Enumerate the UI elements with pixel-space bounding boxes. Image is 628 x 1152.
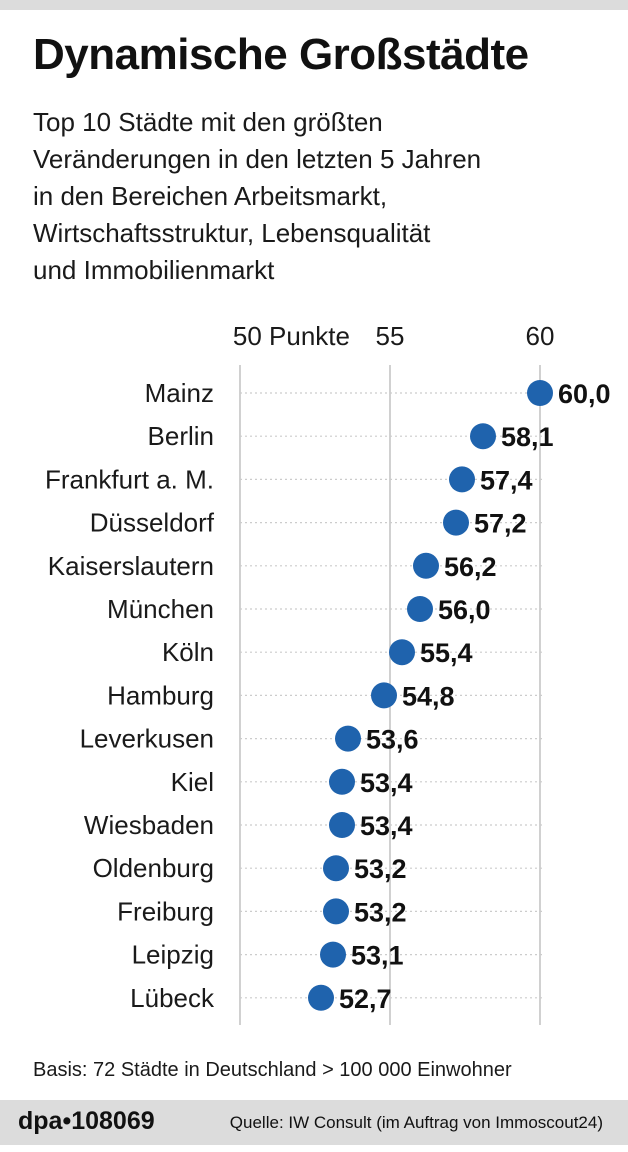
category-label: Frankfurt a. M. bbox=[45, 464, 214, 494]
chart-subtitle: Top 10 Städte mit den größten Veränderun… bbox=[33, 104, 603, 289]
data-label: 53,2 bbox=[354, 854, 407, 884]
category-label: Hamburg bbox=[107, 680, 214, 710]
data-label: 54,8 bbox=[402, 681, 455, 711]
data-point bbox=[527, 380, 553, 406]
subtitle-line-1: Top 10 Städte mit den größten bbox=[33, 107, 383, 137]
data-label: 56,0 bbox=[438, 595, 491, 625]
source-note: Quelle: IW Consult (im Auftrag von Immos… bbox=[229, 1113, 603, 1132]
category-label: Kiel bbox=[171, 767, 214, 797]
data-point bbox=[443, 509, 469, 536]
footer-bar: dpa•108069 Quelle: IW Consult (im Auftra… bbox=[0, 1100, 628, 1145]
subtitle-line-3: in den Bereichen Arbeitsmarkt, bbox=[33, 181, 388, 211]
data-point bbox=[308, 984, 334, 1011]
data-point bbox=[449, 466, 475, 493]
data-label: 53,6 bbox=[366, 725, 419, 755]
data-label: 57,4 bbox=[480, 465, 533, 495]
category-label: Leverkusen bbox=[80, 724, 214, 754]
x-tick-label-55: 55 bbox=[376, 321, 405, 351]
category-label: Köln bbox=[162, 637, 214, 667]
data-label: 57,2 bbox=[474, 509, 527, 539]
basis-note: Basis: 72 Städte in Deutschland > 100 00… bbox=[33, 1059, 512, 1081]
data-point bbox=[407, 596, 433, 622]
data-label: 55,4 bbox=[420, 638, 473, 668]
subtitle-line-5: und Immobilienmarkt bbox=[33, 255, 275, 285]
data-label: 60,0 bbox=[558, 379, 611, 409]
data-label: 53,1 bbox=[351, 941, 404, 971]
category-label: Düsseldorf bbox=[90, 508, 215, 538]
subtitle-line-2: Veränderungen in den letzten 5 Jahren bbox=[33, 144, 482, 174]
data-point bbox=[323, 855, 349, 882]
category-label: Leipzig bbox=[132, 940, 214, 970]
data-label: 58,1 bbox=[501, 422, 554, 452]
data-point bbox=[335, 725, 361, 752]
x-tick-label-60: 60 bbox=[526, 321, 555, 351]
data-point bbox=[320, 941, 346, 968]
data-label: 53,4 bbox=[360, 811, 413, 841]
data-label: 56,2 bbox=[444, 552, 497, 582]
data-point bbox=[413, 552, 439, 579]
data-point bbox=[329, 812, 355, 838]
data-point bbox=[323, 898, 349, 925]
category-label: Oldenburg bbox=[93, 853, 214, 883]
subtitle-line-4: Wirtschaftsstruktur, Lebensqualität bbox=[33, 218, 431, 248]
chart-title: Dynamische Großstädte bbox=[33, 30, 529, 79]
category-label: Freiburg bbox=[117, 896, 214, 926]
data-point bbox=[389, 639, 415, 666]
data-point bbox=[371, 682, 397, 709]
data-label: 52,7 bbox=[339, 984, 392, 1014]
dot-plot-chart: 50 Punkte 55 60 Mainz 60,0 Berlin 58,1 Frankfur… bbox=[45, 321, 611, 1025]
category-label: Berlin bbox=[148, 421, 214, 451]
data-label: 53,4 bbox=[360, 768, 413, 798]
data-label: 53,2 bbox=[354, 897, 407, 927]
x-tick-label-50: 50 Punkte bbox=[233, 321, 350, 351]
top-divider-bar bbox=[0, 0, 628, 10]
category-label: Lübeck bbox=[130, 983, 215, 1013]
agency-id: dpa•108069 bbox=[18, 1107, 155, 1135]
category-label: Wiesbaden bbox=[84, 810, 214, 840]
data-point bbox=[470, 423, 496, 450]
data-point bbox=[329, 768, 355, 795]
category-label: Mainz bbox=[145, 378, 214, 408]
category-label: Kaiserslautern bbox=[48, 551, 214, 581]
category-label: München bbox=[107, 594, 214, 624]
